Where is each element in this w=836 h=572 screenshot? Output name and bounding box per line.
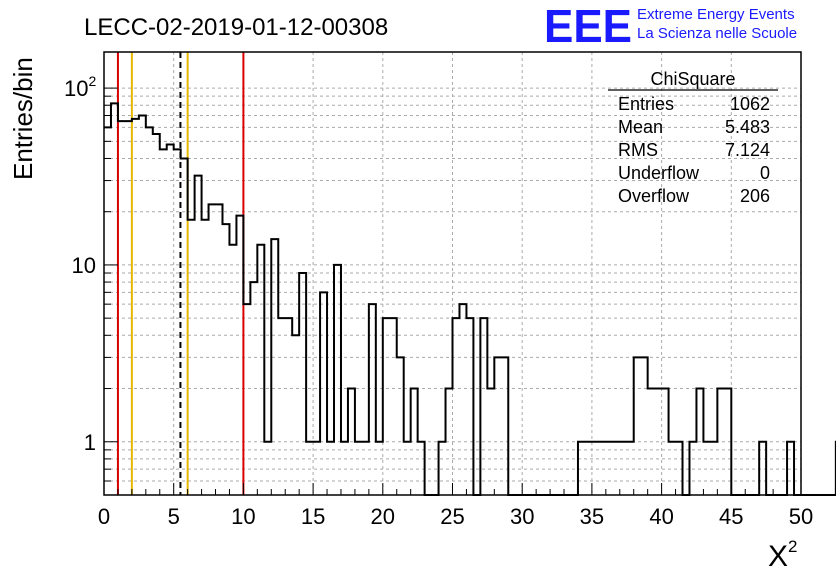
x-tick-label: 30 [510,504,534,529]
histogram-outline [104,102,836,496]
chart-title: LECC-02-2019-01-12-00308 [84,14,388,41]
eee-logo-line2: La Scienza nelle Scuole [637,25,797,42]
x-tick-label: 35 [580,504,604,529]
x-tick-labels: 0 5 10 15 20 25 30 35 40 45 50 [98,504,813,529]
stats-box: ChiSquare Entries 1062 Mean 5.483 RMS 7.124 Un… [608,69,778,206]
y-tick-labels: 1 10 102 [64,73,96,455]
stats-value: 7.124 [725,140,770,160]
y-tick-label: 10 [72,253,96,278]
y-axis-label: Entries/bin [8,57,38,180]
stats-value: 0 [760,163,770,183]
stats-key: Underflow [618,163,700,183]
stats-value: 1062 [730,94,770,114]
x-tick-label: 50 [789,504,813,529]
x-tick-label: 15 [301,504,325,529]
x-tick-label: 45 [719,504,743,529]
x-tick-label: 40 [649,504,673,529]
x-tick-label: 10 [231,504,255,529]
stats-key: RMS [618,140,658,160]
stats-value: 5.483 [725,117,770,137]
eee-logo: EEE Extreme Energy Events La Scienza nel… [544,0,797,52]
stats-box-name: ChiSquare [650,69,735,89]
axis-ticks [103,87,802,496]
grid [104,52,801,496]
stats-rows: Entries 1062 Mean 5.483 RMS 7.124 Underflow 0 Ov… [618,94,770,206]
eee-logo-letters: EEE [544,0,632,52]
y-tick-label: 1 [84,430,96,455]
x-tick-label: 20 [371,504,395,529]
x-tick-label: 5 [168,504,180,529]
y-tick-label: 102 [64,73,96,101]
histogram [104,102,836,496]
eee-logo-line1: Extreme Energy Events [637,6,795,23]
stats-key: Entries [618,94,674,114]
x-tick-label: 0 [98,504,110,529]
x-tick-label: 25 [440,504,464,529]
stats-value: 206 [740,186,770,206]
stats-key: Mean [618,117,663,137]
x-axis-label: X2 [768,537,797,572]
stats-key: Overflow [618,186,690,206]
